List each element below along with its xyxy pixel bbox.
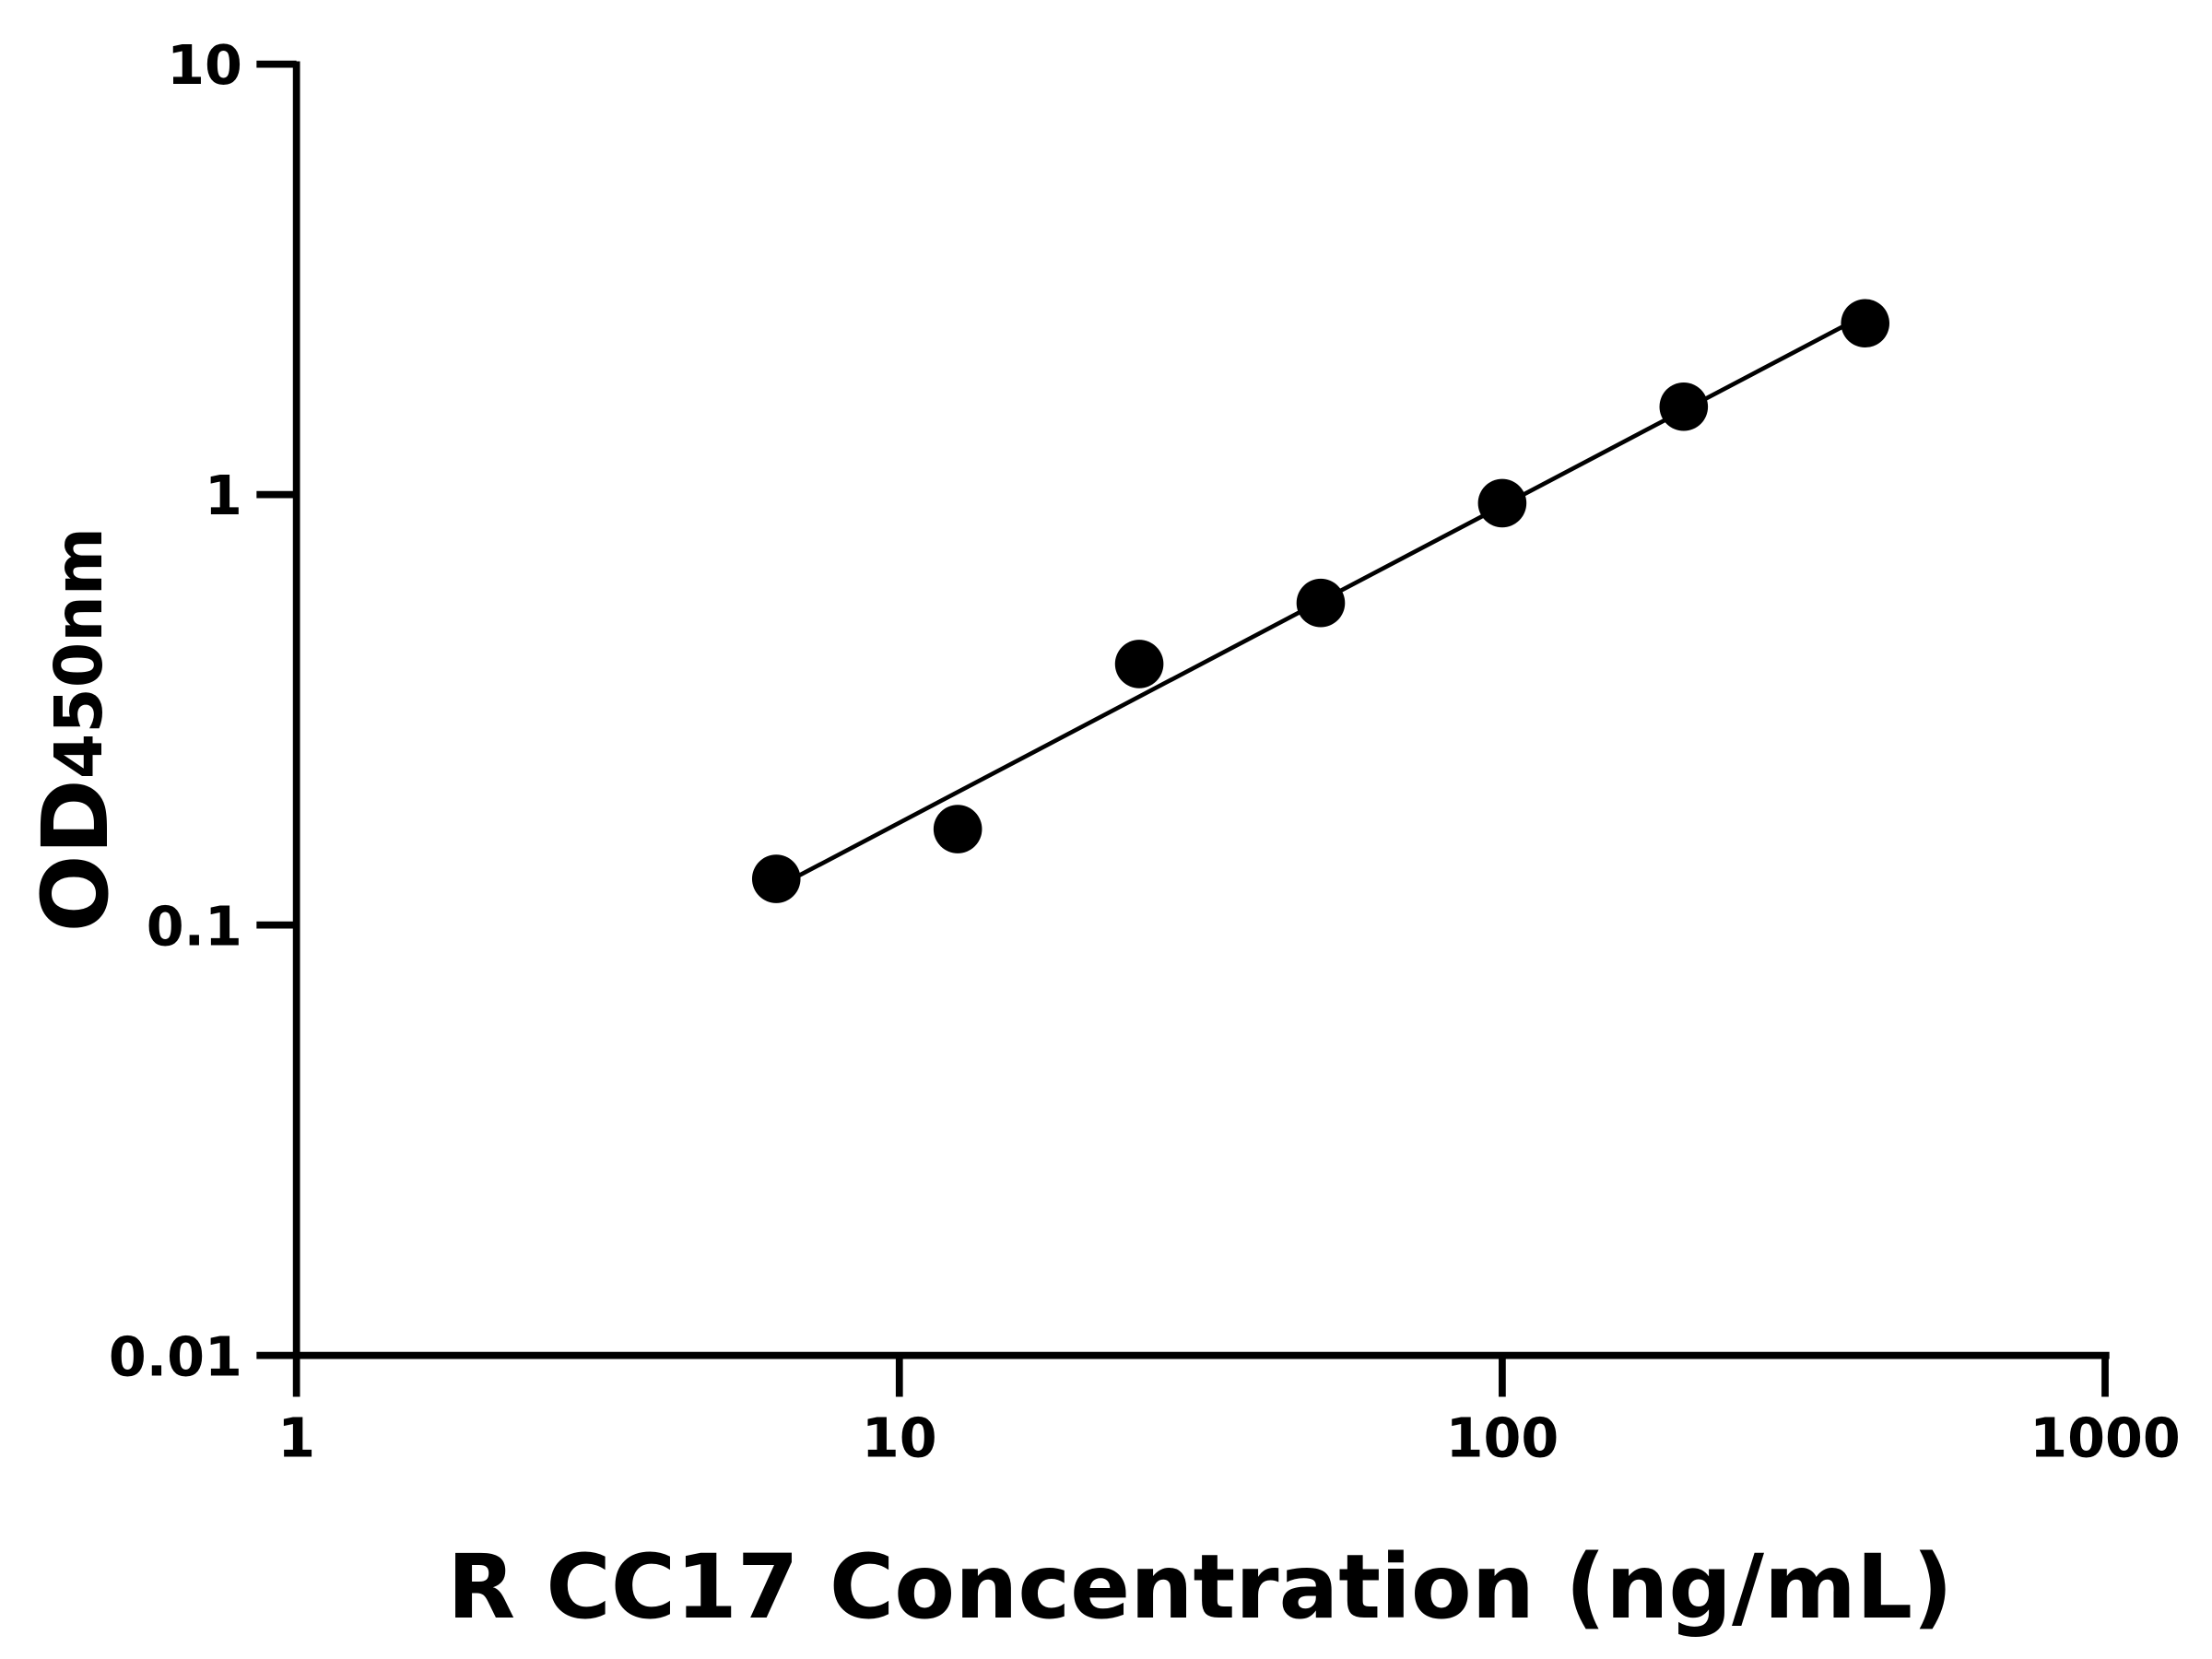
y-tick-label: 10 <box>167 33 242 97</box>
data-point <box>1841 299 1890 348</box>
y-tick-label: 1 <box>205 464 242 527</box>
y-axis-label: OD450nm <box>23 527 129 932</box>
y-axis-label-main: OD <box>23 779 129 932</box>
y-tick-label: 0.1 <box>147 894 242 958</box>
data-point <box>1296 578 1346 628</box>
x-axis-label: R CC17 Concentration (ng/mL) <box>447 1535 1953 1639</box>
data-point <box>933 805 982 853</box>
y-axis-label-subscript: 450nm <box>41 527 117 779</box>
x-tick-label: 1000 <box>2030 1406 2181 1469</box>
data-point <box>1477 478 1527 528</box>
axes <box>292 61 2110 1359</box>
x-tick-label: 10 <box>862 1406 937 1469</box>
data-point <box>1659 382 1709 431</box>
data-point <box>751 854 801 903</box>
x-tick-label: 1 <box>277 1406 315 1469</box>
y-tick-label: 0.01 <box>109 1324 242 1388</box>
data-point <box>1114 640 1164 688</box>
x-tick-label: 100 <box>1446 1406 1559 1469</box>
